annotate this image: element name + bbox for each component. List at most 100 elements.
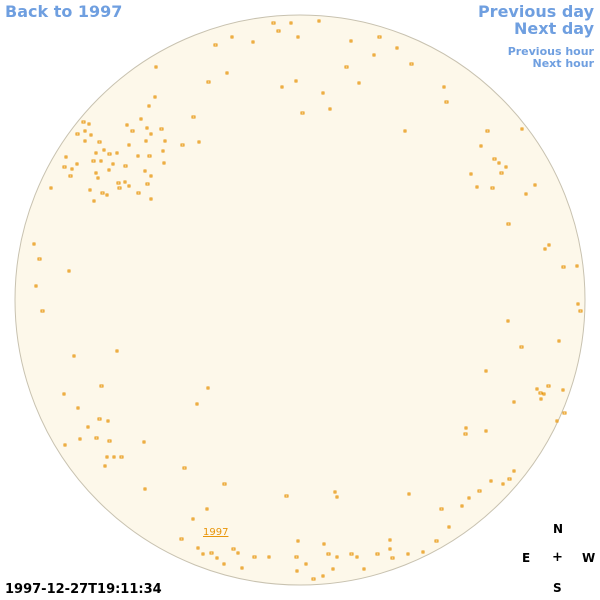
feature-marker [575, 264, 579, 268]
feature-marker [145, 182, 150, 186]
feature-marker [130, 129, 135, 133]
feature-marker [355, 555, 359, 559]
feature-marker [377, 35, 382, 39]
feature-marker [63, 443, 67, 447]
feature-marker [512, 469, 516, 473]
feature-marker [34, 284, 38, 288]
feature-marker [497, 161, 501, 165]
feature-marker [490, 186, 495, 190]
feature-marker [506, 222, 511, 226]
feature-marker [296, 539, 300, 543]
feature-marker [149, 132, 153, 136]
feature-marker [94, 151, 98, 155]
feature-marker [331, 567, 335, 571]
feature-marker [162, 161, 166, 165]
feature-marker [484, 429, 488, 433]
previous-hour-link[interactable]: Previous hour [507, 45, 594, 58]
feature-marker [87, 122, 91, 126]
feature-marker [294, 555, 299, 559]
feature-marker [403, 129, 407, 133]
feature-marker [153, 95, 157, 99]
solar-features [32, 19, 583, 581]
feature-marker [75, 162, 79, 166]
feature-marker [562, 411, 567, 415]
feature-marker [317, 19, 321, 23]
feature-marker [209, 551, 214, 555]
feature-marker [520, 127, 524, 131]
feature-marker [115, 151, 119, 155]
feature-marker [100, 191, 105, 195]
feature-marker [125, 123, 129, 127]
feature-marker [501, 482, 505, 486]
feature-marker [142, 440, 146, 444]
feature-marker [322, 542, 326, 546]
feature-marker [475, 185, 479, 189]
feature-marker [147, 104, 151, 108]
feature-marker [357, 81, 361, 85]
feature-marker [335, 555, 339, 559]
feature-marker [144, 139, 148, 143]
previous-day-link[interactable]: Previous day [477, 2, 594, 21]
feature-marker [546, 384, 551, 388]
feature-marker [116, 181, 121, 185]
feature-marker [106, 419, 110, 423]
feature-marker [349, 552, 354, 556]
feature-marker [111, 162, 115, 166]
feature-marker [321, 574, 325, 578]
feature-marker [492, 157, 497, 161]
feature-marker [395, 46, 399, 50]
feature-marker [538, 391, 543, 395]
feature-marker [296, 35, 300, 39]
feature-marker [252, 555, 257, 559]
feature-marker [92, 199, 96, 203]
feature-marker [32, 242, 36, 246]
compass-east: E [522, 551, 531, 565]
feature-marker [99, 384, 104, 388]
feature-marker [372, 53, 376, 57]
feature-marker [107, 439, 112, 443]
feature-marker [136, 154, 140, 158]
feature-marker [107, 152, 112, 156]
feature-marker [123, 180, 127, 184]
feature-marker [485, 129, 490, 133]
next-hour-link[interactable]: Next hour [532, 57, 595, 70]
feature-marker [439, 507, 444, 511]
feature-marker [271, 21, 276, 25]
feature-marker [154, 65, 158, 69]
feature-marker [123, 164, 128, 168]
feature-marker [294, 79, 298, 83]
feature-marker [75, 132, 80, 136]
feature-marker [289, 21, 293, 25]
feature-marker [139, 117, 143, 121]
feature-marker [479, 144, 483, 148]
feature-marker [222, 562, 226, 566]
feature-marker [149, 174, 153, 178]
feature-marker [477, 489, 482, 493]
feature-marker [547, 243, 551, 247]
feature-marker [107, 168, 111, 172]
feature-marker [311, 577, 316, 581]
feature-marker [161, 149, 165, 153]
compass-north: N [553, 522, 564, 536]
feature-marker [37, 257, 42, 261]
feature-marker [304, 562, 308, 566]
back-to-year-link[interactable]: Back to 1997 [5, 2, 123, 21]
feature-marker [91, 159, 96, 163]
feature-marker [215, 556, 219, 560]
feature-marker [467, 496, 471, 500]
feature-marker [72, 354, 76, 358]
feature-marker [344, 65, 349, 69]
compass-south: S [553, 581, 562, 595]
region-label-link[interactable]: 1997 [203, 527, 229, 538]
compass-west: W [582, 551, 596, 565]
feature-marker [145, 126, 149, 130]
feature-marker [119, 455, 124, 459]
feature-marker [96, 176, 100, 180]
feature-marker [407, 492, 411, 496]
feature-marker [103, 464, 107, 468]
feature-marker [147, 154, 152, 158]
feature-marker [191, 517, 195, 521]
next-day-link[interactable]: Next day [514, 19, 594, 38]
feature-marker [163, 139, 167, 143]
feature-marker [231, 547, 236, 551]
